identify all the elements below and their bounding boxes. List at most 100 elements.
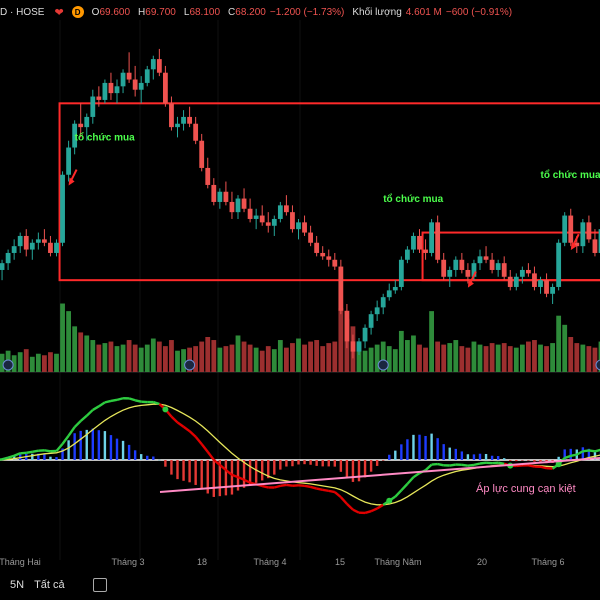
macd-histogram-bar (85, 429, 88, 460)
volume-bar (23, 349, 29, 372)
candle-body (284, 205, 289, 213)
candle-body (235, 198, 241, 213)
volume-bar (144, 344, 150, 372)
volume-bar (120, 344, 126, 372)
volume-bar (580, 344, 586, 372)
macd-line-segment (582, 449, 590, 453)
macd-line-segment (437, 462, 444, 467)
volume-bar (296, 338, 301, 372)
macd-line-segment (225, 469, 233, 476)
range-all[interactable]: Tất cả (34, 579, 65, 591)
candle-body (495, 263, 501, 270)
macd-histogram-bar (448, 447, 451, 460)
candle-body (574, 242, 580, 247)
macd-histogram-bar (37, 453, 40, 460)
macd-histogram-bar (357, 460, 361, 482)
candle-body (60, 174, 65, 243)
candle-body (538, 280, 543, 287)
macd-histogram-bar (109, 435, 113, 460)
candle-body (447, 269, 453, 277)
macd-line-segment (394, 489, 403, 498)
volume-bar (138, 347, 144, 372)
crossover-dot (162, 406, 169, 413)
macd-histogram-bar (382, 460, 385, 461)
bottom-toolbar: 5N Tất cả (0, 570, 600, 600)
box-zone (58, 102, 600, 282)
macd-histogram-bar (472, 454, 476, 460)
volume-bar (60, 303, 65, 372)
x-tick-label: Tháng Năm (374, 557, 421, 567)
volume-bar (181, 349, 186, 372)
candle-body (17, 235, 23, 247)
candle-body (320, 252, 326, 257)
volume-bar (435, 341, 441, 372)
candle-body (156, 59, 162, 73)
symbol-title[interactable]: D · HOSE (0, 6, 45, 18)
candle-body (344, 310, 350, 342)
annotations: tổ chức mua tổ chức mua tổ chức mua (2, 132, 600, 371)
volume-bar (175, 350, 180, 372)
volume-bar (308, 341, 313, 372)
macd-histogram-bar (273, 460, 276, 475)
macd-line-segment (134, 399, 142, 403)
macd-histogram-bar (49, 456, 52, 460)
volume-bar (513, 347, 519, 372)
macd-line-segment (473, 462, 481, 467)
macd-histogram-bar (91, 428, 94, 460)
candle-body (513, 276, 519, 287)
volume-bar (532, 340, 537, 372)
volume-bar (235, 335, 241, 372)
macd-line-segment (346, 503, 354, 511)
candle-body (501, 263, 507, 277)
macd-line-segment (316, 487, 323, 492)
x-tick-label: Tháng Hai (0, 557, 41, 567)
macd-line-segment (310, 485, 317, 490)
macd-histogram-bar (194, 460, 197, 485)
event-marker-icon (377, 359, 389, 371)
macd-line-segment (280, 483, 287, 488)
volume-bar (423, 347, 428, 372)
macd-histogram-bar (291, 460, 294, 467)
volume-bar (84, 335, 90, 372)
macd-histogram-bar (55, 457, 58, 460)
volume-bar (284, 347, 289, 372)
calendar-icon[interactable] (92, 578, 107, 592)
macd-histogram-bar (115, 438, 119, 460)
volume-bar (17, 352, 23, 372)
macd-histogram-bar (31, 453, 34, 460)
macd-histogram-bar (436, 438, 439, 460)
candle-body (169, 103, 174, 128)
macd-histogram-bar (339, 460, 343, 472)
candle-body (102, 82, 108, 100)
macd-histogram-bar (527, 460, 530, 461)
candle-body (441, 259, 447, 277)
macd-histogram-bar (460, 451, 464, 460)
macd-histogram-bar (418, 434, 421, 460)
interval-badge[interactable]: D (71, 6, 84, 18)
macd-line-segment (376, 503, 384, 510)
macd-histogram-bar (388, 454, 391, 460)
macd-histogram-bar (369, 460, 373, 472)
x-tick-label: Tháng 6 (531, 557, 564, 567)
volume-bar (386, 346, 392, 372)
volume-bar (211, 340, 217, 372)
macd-histogram-bar (442, 444, 445, 460)
trendline (159, 457, 600, 493)
macd-line-segment (540, 465, 547, 470)
event-marker-icon (2, 359, 14, 371)
support-boxes (58, 102, 600, 282)
candle-body (199, 140, 205, 168)
macd-line-segment (273, 484, 281, 489)
macd-histogram-bar (569, 448, 572, 460)
macd-line-segment (370, 507, 378, 513)
close-value: 68.200 (235, 6, 266, 18)
volume-bar (42, 355, 47, 372)
macd-line-segment (85, 409, 94, 417)
macd-line-segment (13, 452, 21, 457)
range-5n[interactable]: 5N (10, 579, 25, 591)
favorite-heart-icon[interactable]: ❤ (54, 6, 64, 19)
macd-histogram-bar (103, 431, 107, 460)
macd-histogram-bar (212, 460, 215, 497)
macd-histogram-bar (424, 435, 427, 460)
